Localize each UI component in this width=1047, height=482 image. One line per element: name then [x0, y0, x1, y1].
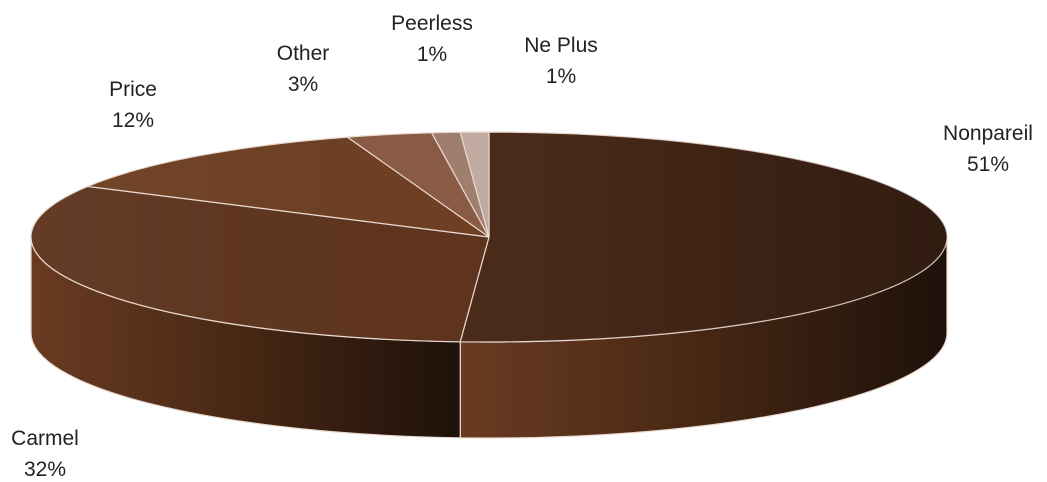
value-label-nonpareil: 51% — [967, 153, 1009, 176]
category-label-price: Price — [109, 78, 157, 101]
category-label-peerless: Peerless — [391, 12, 473, 35]
value-label-other: 3% — [288, 73, 318, 96]
value-label-carmel: 32% — [24, 458, 66, 481]
value-label-peerless: 1% — [417, 43, 447, 66]
pie-top — [30, 131, 948, 343]
label-carmel: Carmel 32% — [11, 427, 79, 481]
category-label-carmel: Carmel — [11, 427, 79, 450]
category-label-other: Other — [277, 42, 330, 65]
category-label-nonpareil: Nonpareil — [943, 122, 1033, 145]
label-other: Other 3% — [277, 42, 330, 96]
label-nonpareil: Nonpareil 51% — [943, 122, 1033, 176]
label-peerless: Peerless 1% — [391, 12, 473, 66]
value-label-ne-plus: 1% — [546, 65, 576, 88]
label-price: Price 12% — [109, 78, 157, 132]
pie-labels: Nonpareil 51% Carmel 32% Price 12% Other 3% Peer… — [11, 12, 1033, 481]
label-ne-plus: Ne Plus 1% — [524, 34, 598, 88]
value-label-price: 12% — [112, 109, 154, 132]
category-label-ne-plus: Ne Plus — [524, 34, 598, 57]
